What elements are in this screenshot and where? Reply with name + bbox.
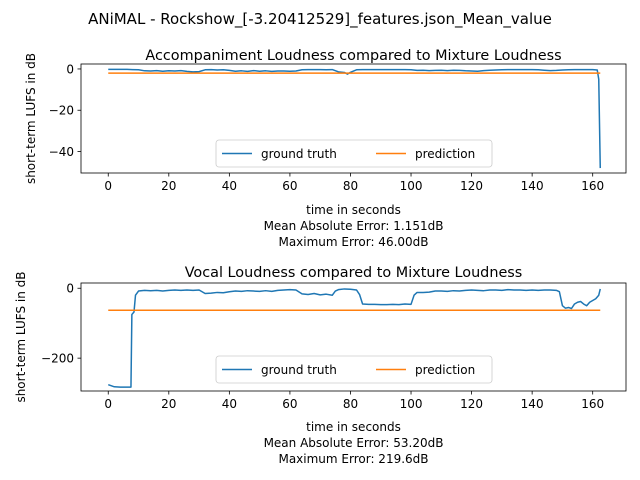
accompaniment-y-ticks: 0 −20 −40: [49, 62, 81, 159]
figure-suptitle: ANiMAL - Rockshow_[-3.20412529]_features…: [88, 10, 552, 29]
legend-frame: [215, 355, 493, 384]
x-tick-label: 120: [460, 179, 483, 193]
x-tick-label: 0: [104, 397, 112, 411]
x-tick-label: 140: [521, 397, 544, 411]
accompaniment-title: Accompaniment Loudness compared to Mixtu…: [145, 48, 561, 64]
legend-frame: [215, 139, 493, 168]
vocal-subplot: Vocal Loudness compared to Mixture Loudn…: [14, 265, 627, 466]
accompaniment-lines: [108, 68, 602, 169]
x-tick-label: 160: [581, 179, 604, 193]
vocal-axes-frame: [80, 282, 627, 392]
x-tick-label: 100: [400, 179, 423, 193]
vocal-y-ticks: 0 −200: [41, 282, 81, 366]
accompaniment-xlabel: time in seconds: [306, 203, 401, 217]
accompaniment-legend: ground truth prediction: [215, 139, 493, 168]
accompaniment-mean-abs-error: Mean Absolute Error: 1.151dB: [264, 219, 444, 233]
x-tick-label: 80: [343, 397, 358, 411]
legend-prediction-label: prediction: [415, 363, 475, 377]
legend-ground-truth-label: ground truth: [261, 147, 337, 161]
y-tick-label: −40: [49, 145, 74, 159]
x-tick-label: 120: [460, 397, 483, 411]
x-tick-label: 60: [282, 179, 297, 193]
x-tick-label: 160: [581, 397, 604, 411]
accompaniment-x-ticks: 0 20 40 60 80 100 120 140 160: [104, 173, 604, 193]
ground-truth-line: [108, 68, 602, 169]
x-tick-label: 20: [161, 397, 176, 411]
vocal-title: Vocal Loudness compared to Mixture Loudn…: [185, 265, 523, 281]
vocal-legend: ground truth prediction: [215, 355, 493, 384]
x-tick-label: 100: [400, 397, 423, 411]
accompaniment-max-error: Maximum Error: 46.00dB: [278, 235, 428, 249]
vocal-xlabel: time in seconds: [306, 420, 401, 434]
y-tick-label: −20: [49, 104, 74, 118]
x-tick-label: 80: [343, 179, 358, 193]
x-tick-label: 40: [222, 179, 237, 193]
vocal-mean-abs-error: Mean Absolute Error: 53.20dB: [264, 436, 444, 450]
legend-ground-truth-label: ground truth: [261, 363, 337, 377]
x-tick-label: 0: [104, 179, 112, 193]
x-tick-label: 20: [161, 179, 176, 193]
x-tick-label: 40: [222, 397, 237, 411]
vocal-x-ticks: 0 20 40 60 80 100 120 140 160: [104, 391, 604, 411]
vocal-ylabel: short-term LUFS in dB: [14, 271, 28, 402]
accompaniment-subplot: Accompaniment Loudness compared to Mixtu…: [24, 48, 627, 249]
vocal-max-error: Maximum Error: 219.6dB: [278, 452, 428, 466]
vocal-lines: [108, 288, 601, 388]
x-tick-label: 140: [521, 179, 544, 193]
x-tick-label: 60: [282, 397, 297, 411]
y-tick-label: 0: [66, 62, 74, 76]
legend-prediction-label: prediction: [415, 147, 475, 161]
accompaniment-ylabel: short-term LUFS in dB: [24, 53, 38, 184]
ground-truth-line: [108, 288, 601, 388]
y-tick-label: 0: [66, 282, 74, 296]
accompaniment-axes-frame: [80, 63, 627, 174]
y-tick-label: −200: [41, 352, 74, 366]
